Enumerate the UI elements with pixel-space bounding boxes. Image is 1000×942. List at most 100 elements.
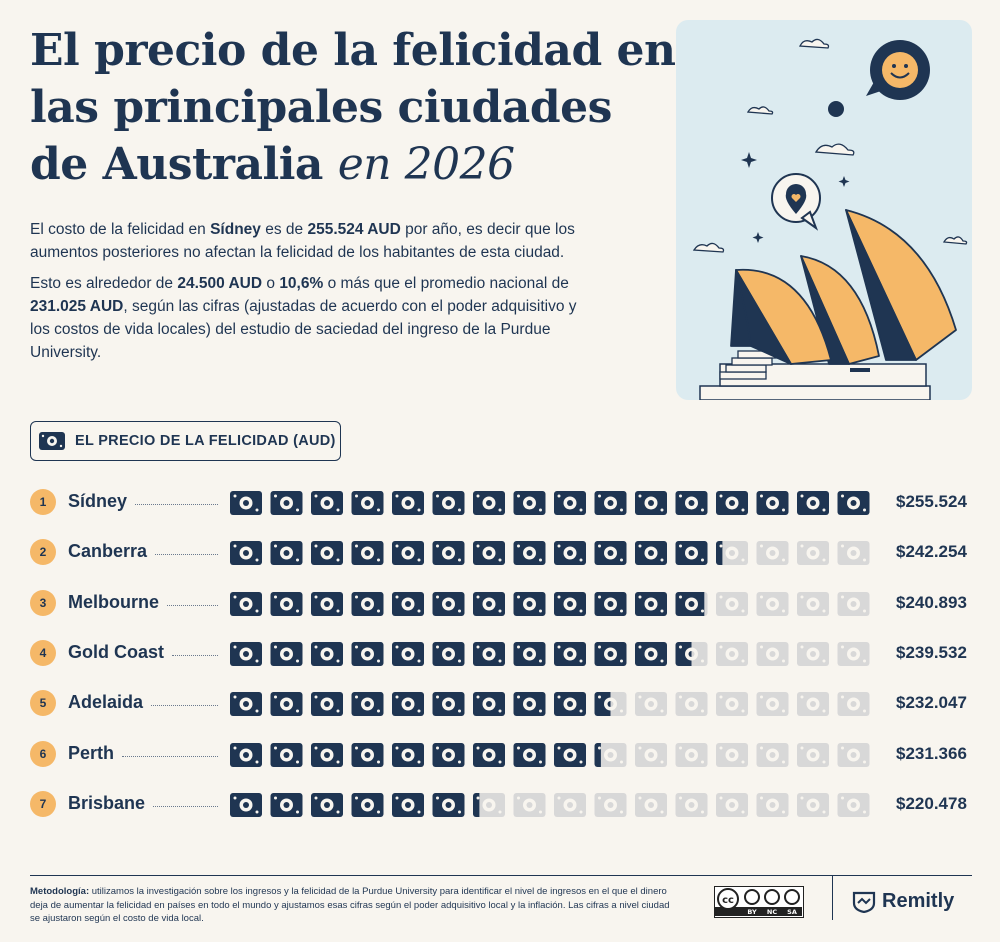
filled-bill [675,541,708,566]
filled-bill [270,742,303,767]
filled-bill [311,541,343,566]
filled-bill [473,692,505,717]
filled-bills [230,742,601,767]
empty-bill [635,742,667,767]
filled-bill [594,491,627,515]
filled-bill [351,491,384,515]
empty-bill [675,742,708,767]
empty-bill [635,792,667,817]
methodology-note: Metodología: utilizamos la investigación… [30,885,680,926]
rank-badge: 6 [30,740,56,767]
empty-bill [716,792,748,817]
filled-bill [270,491,303,515]
value-label: $232.047 [896,693,967,713]
smiley-bubble-icon [866,40,930,100]
cc-nc-label: NC [767,908,777,916]
intro-p2-pct: 10,6% [279,275,324,292]
city-name: Perth [68,742,115,763]
sparkle-icon [741,152,850,243]
filled-bill [392,491,424,515]
leader-dots [167,604,218,606]
filled-bill [513,541,546,566]
leader-dots [153,805,218,807]
filled-bill [270,591,303,616]
rank-badge: 5 [30,690,56,717]
filled-bill [594,591,627,616]
filled-bill [392,792,424,817]
footer-divider [30,875,972,876]
filled-bill [473,491,505,515]
empty-bill [837,692,870,717]
intro-p2-avg: 231.025 AUD [30,298,124,315]
filled-bill [230,591,262,616]
filled-bill [311,491,343,515]
empty-bill [756,641,789,666]
empty-bill [716,641,748,666]
filled-bill [513,591,546,616]
filled-bill [270,541,303,566]
filled-bill [230,491,262,515]
city-label: Adelaida [68,692,218,713]
filled-bill [351,692,384,717]
filled-bill [230,742,262,767]
remitly-logo-icon [852,891,876,913]
filled-bill [635,591,667,616]
happiness-price-chart: 1 Sídney $255.524 2 Canberra $242.254 3 Melbour… [0,478,1000,838]
chart-row: 7 Brisbane $220.478 [0,780,1000,830]
filled-bill [594,692,611,717]
filled-bill [351,641,384,666]
rank-badge: 7 [30,790,56,817]
filled-bill [513,742,546,767]
bill-bar [230,692,870,717]
filled-bill [432,641,465,666]
filled-bill [311,742,343,767]
filled-bill [675,491,708,515]
city-name: Sídney [68,491,128,511]
empty-bill [716,591,748,616]
filled-bills [230,692,611,717]
filled-bill [675,641,692,666]
empty-bill [716,692,748,717]
city-label: Gold Coast [68,642,218,663]
empty-bill [797,792,829,817]
intro-p1-value: 255.524 AUD [307,221,401,238]
chart-row: 1 Sídney $255.524 [0,478,1000,528]
filled-bill [513,641,546,666]
filled-bill [554,641,586,666]
empty-bill [756,541,789,566]
intro-paragraph-1: El costo de la felicidad en Sídney es de… [30,218,590,264]
empty-bill [797,541,829,566]
empty-bill [837,641,870,666]
methodology-text: utilizamos la investigación sobre los in… [30,886,670,924]
title-line-3: de Australia en 2026 [30,136,650,193]
brand-name: Remitly [882,890,955,912]
city-label: Canberra [68,541,218,562]
chart-row: 4 Gold Coast $239.532 [0,629,1000,679]
filled-bill [554,692,586,717]
filled-bill [432,692,465,717]
filled-bill [432,491,465,515]
filled-bill [594,641,627,666]
bill-bar [230,541,870,566]
filled-bill [432,591,465,616]
location-heart-bubble-icon [771,173,821,231]
intro-p1-b: es de [260,221,308,238]
intro-p1-c: por año, es decir que los aumentos poste… [30,221,575,261]
value-label: $255.524 [896,492,967,511]
bill-bar [230,591,870,616]
filled-bill [594,541,627,566]
filled-bill [351,792,384,817]
value-label: $231.366 [896,743,967,763]
empty-bill [797,742,829,767]
intro-p2-d: , según las cifras (ajustadas de acuerdo… [30,298,577,361]
chart-row: 3 Melbourne $240.893 [0,579,1000,629]
city-name: Canberra [68,541,148,562]
intro-p2-a: Esto es alrededor de [30,275,178,292]
filled-bills [230,591,705,616]
creative-commons-license-badge: cc BY NC SA [714,886,804,918]
filled-bill [432,541,465,566]
intro-p2-diff: 24.500 AUD [177,275,263,292]
empty-bill [513,792,546,817]
intro-p1-a: El costo de la felicidad en [30,221,211,238]
intro-paragraph-2: Esto es alrededor de 24.500 AUD o 10,6% … [30,272,590,364]
